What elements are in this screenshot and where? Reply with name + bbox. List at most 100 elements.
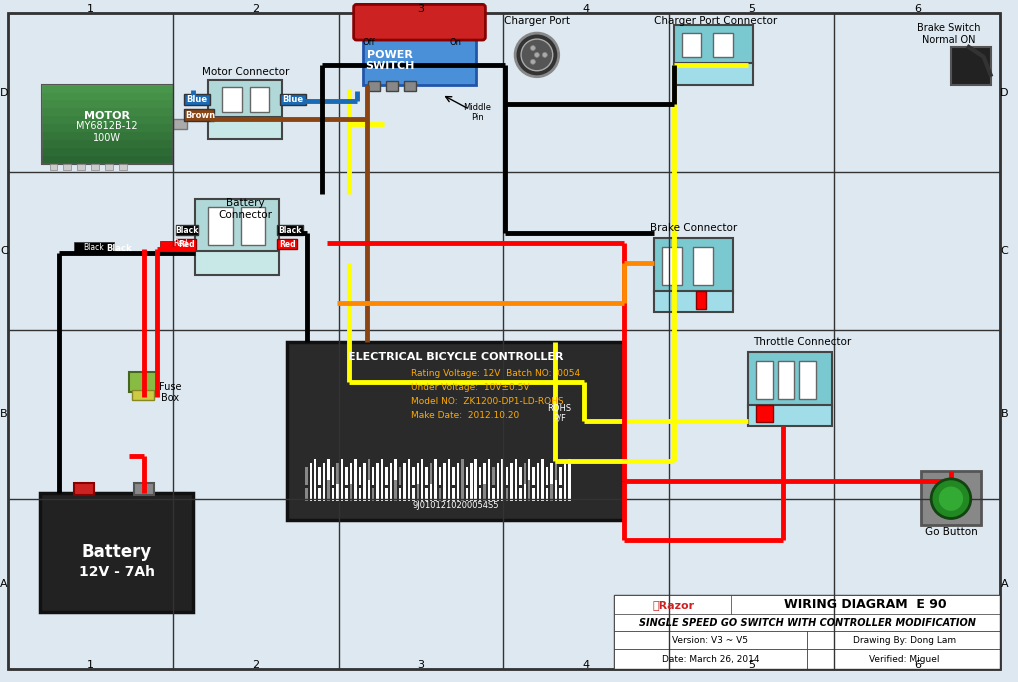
Bar — [807, 632, 1001, 649]
Text: 1: 1 — [88, 660, 94, 670]
Bar — [493, 488, 495, 501]
Bar — [390, 484, 392, 501]
Text: Fuse: Fuse — [159, 382, 181, 391]
Bar — [92, 164, 99, 170]
Bar — [493, 467, 495, 485]
Bar — [457, 463, 459, 485]
Bar — [305, 488, 307, 501]
Bar — [426, 467, 428, 485]
Bar — [332, 488, 334, 501]
Text: 5: 5 — [748, 660, 755, 670]
Bar — [394, 459, 397, 485]
Bar — [614, 595, 733, 614]
Bar — [439, 467, 442, 485]
Bar — [536, 463, 540, 485]
Bar — [336, 484, 339, 501]
Circle shape — [530, 59, 535, 64]
Bar — [345, 467, 348, 485]
Bar — [536, 484, 540, 501]
Bar — [439, 488, 442, 501]
Text: Battery: Battery — [81, 543, 152, 561]
Bar — [731, 595, 1001, 614]
Bar — [484, 484, 486, 501]
Text: Brake Switch: Brake Switch — [917, 23, 980, 33]
Bar — [341, 480, 343, 501]
Bar — [430, 484, 433, 501]
Bar — [42, 117, 173, 124]
Bar — [748, 352, 832, 406]
Text: 100W: 100W — [93, 133, 121, 143]
Bar — [426, 488, 428, 501]
Bar — [208, 117, 282, 139]
Bar — [354, 459, 356, 485]
Text: 6: 6 — [914, 4, 921, 14]
Bar — [461, 459, 463, 485]
Bar — [176, 239, 196, 249]
Bar — [555, 459, 557, 485]
Bar — [448, 480, 450, 501]
Bar — [323, 484, 326, 501]
Bar — [421, 459, 423, 485]
Bar — [478, 488, 482, 501]
Text: 2: 2 — [252, 660, 260, 670]
Text: Red: Red — [279, 239, 295, 249]
Bar — [443, 484, 446, 501]
Bar — [457, 484, 459, 501]
Bar — [349, 463, 352, 485]
Bar — [195, 198, 279, 253]
Bar — [501, 459, 504, 485]
Text: Normal ON: Normal ON — [922, 35, 975, 45]
Text: ELECTRICAL BICYCLE CONTROLLER: ELECTRICAL BICYCLE CONTROLLER — [348, 352, 563, 362]
Bar — [42, 100, 173, 108]
Text: MY6812B-12: MY6812B-12 — [76, 121, 137, 131]
Text: ⓇRazor: ⓇRazor — [653, 599, 694, 610]
Text: 3: 3 — [417, 4, 425, 14]
Text: Black: Black — [83, 243, 105, 252]
Bar — [403, 463, 405, 485]
Bar — [208, 207, 233, 245]
Bar — [654, 291, 733, 312]
Bar — [386, 467, 388, 485]
Bar — [369, 80, 381, 91]
Bar — [484, 463, 486, 485]
Bar — [778, 361, 794, 399]
Bar — [532, 488, 534, 501]
Bar — [452, 488, 455, 501]
Bar — [328, 480, 330, 501]
Text: Make Date:  2012.10.20: Make Date: 2012.10.20 — [411, 411, 519, 420]
Bar — [748, 404, 832, 426]
Bar — [559, 488, 562, 501]
Bar — [345, 488, 348, 501]
Bar — [184, 109, 214, 121]
Bar — [105, 164, 113, 170]
Bar — [501, 480, 504, 501]
Bar — [341, 459, 343, 485]
Text: Date: March 26, 2014: Date: March 26, 2014 — [662, 655, 759, 664]
Bar — [407, 480, 410, 501]
Bar — [74, 242, 114, 252]
Bar — [386, 488, 388, 501]
Circle shape — [530, 46, 535, 50]
Bar — [403, 484, 405, 501]
Text: Charger Port: Charger Port — [504, 16, 570, 26]
Bar — [381, 480, 384, 501]
Bar — [74, 483, 94, 494]
Text: Brake Connector: Brake Connector — [649, 223, 737, 233]
Bar — [568, 459, 570, 485]
Bar — [314, 480, 317, 501]
Text: MOTOR: MOTOR — [83, 111, 130, 121]
Bar — [314, 459, 317, 485]
Bar — [319, 467, 321, 485]
Bar — [799, 361, 816, 399]
Bar — [551, 463, 553, 485]
Bar — [287, 342, 624, 520]
Bar — [564, 463, 566, 485]
Bar — [807, 649, 1001, 669]
Bar — [336, 463, 339, 485]
Bar — [470, 463, 472, 485]
Bar — [551, 484, 553, 501]
Text: A: A — [0, 579, 8, 589]
Bar — [240, 207, 266, 245]
Text: SWITCH: SWITCH — [365, 61, 415, 71]
Bar — [497, 484, 499, 501]
